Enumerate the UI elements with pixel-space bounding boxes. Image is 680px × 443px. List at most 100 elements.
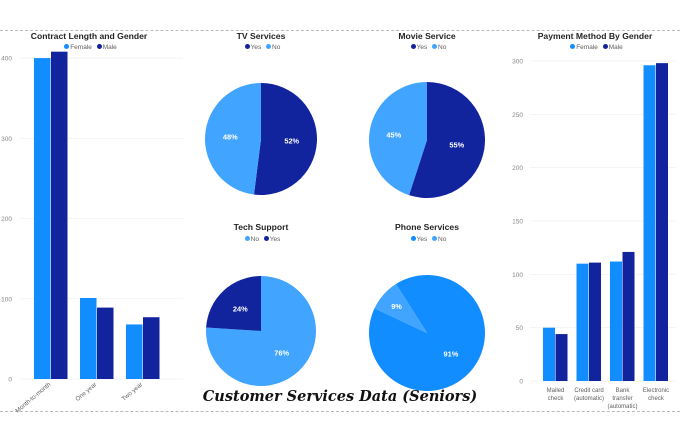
y-tick-label: 100 bbox=[512, 272, 523, 279]
pie-slice-yes bbox=[206, 276, 261, 331]
top-separator bbox=[0, 30, 680, 31]
contract-chart-panel[interactable]: Contract Length and Gender Female Male bbox=[0, 30, 190, 408]
bar-male bbox=[622, 251, 635, 381]
tech-support-panel[interactable]: Tech Support No Yes bbox=[200, 222, 322, 252]
legend-female-label: Female bbox=[576, 44, 598, 51]
legend-male-dot bbox=[602, 44, 608, 49]
bar-female bbox=[576, 263, 589, 381]
legend-yes-dot bbox=[410, 44, 416, 49]
bar-female bbox=[34, 58, 51, 379]
y-tick-label: 200 bbox=[512, 165, 523, 172]
x-tick-label: transfer bbox=[612, 396, 632, 402]
payment-chart-panel[interactable]: Payment Method By Gender Female Male bbox=[510, 30, 680, 60]
pie-slice-yes bbox=[253, 83, 317, 195]
x-tick-label: Credit card bbox=[574, 388, 603, 394]
phone-services-panel[interactable]: Phone Services Yes No bbox=[366, 222, 488, 252]
legend-female-dot bbox=[64, 44, 70, 49]
y-tick-label: 400 bbox=[1, 56, 12, 63]
y-tick-label: 0 bbox=[8, 377, 12, 384]
legend-female-label: Female bbox=[70, 44, 92, 51]
legend-yes-dot bbox=[410, 236, 416, 241]
pie-value-label: 48% bbox=[223, 133, 238, 142]
pie-value-label: 52% bbox=[284, 137, 299, 146]
legend-yes-dot bbox=[263, 236, 269, 241]
legend-no-label: No bbox=[438, 44, 447, 51]
legend-yes-label: Yes bbox=[416, 236, 428, 243]
pie-slice-yes bbox=[368, 275, 485, 391]
contract-chart-legend[interactable]: Female Male bbox=[14, 44, 164, 51]
pie-slice-no bbox=[204, 82, 261, 195]
y-tick-label: 200 bbox=[1, 216, 12, 223]
pie-value-label: 55% bbox=[449, 140, 464, 149]
x-tick-label: Bank bbox=[616, 388, 631, 394]
payment-chart-title: Payment Method By Gender bbox=[537, 31, 653, 41]
y-tick-label: 300 bbox=[1, 136, 12, 143]
y-tick-label: 50 bbox=[516, 325, 524, 332]
legend-male-label: Male bbox=[102, 44, 117, 51]
x-tick-label: Mailed bbox=[547, 388, 565, 394]
pie-slice-yes bbox=[409, 82, 485, 198]
pie-value-label: 45% bbox=[386, 130, 401, 139]
legend-no-label: No bbox=[272, 44, 281, 51]
bar-male bbox=[589, 262, 601, 381]
phone-services-legend[interactable]: Yes No bbox=[366, 236, 488, 243]
legend-male-label: Male bbox=[608, 44, 623, 51]
pie-slice-no bbox=[369, 82, 427, 196]
legend-yes-label: Yes bbox=[416, 44, 428, 51]
bar-female bbox=[80, 297, 97, 379]
payment-bar-chart: 300 250 200 150 100 50 0 Mailed check Credit card… bbox=[512, 59, 676, 410]
bar-female bbox=[543, 327, 555, 381]
legend-no-label: No bbox=[250, 236, 259, 243]
y-tick-label: 300 bbox=[512, 59, 523, 66]
bar-female bbox=[643, 65, 656, 382]
footer-title: Customer Services Data (Seniors) bbox=[202, 388, 478, 405]
bar-male bbox=[555, 334, 568, 381]
tv-services-title: TV Services bbox=[236, 31, 286, 41]
legend-yes-label: Yes bbox=[250, 44, 262, 51]
bottom-separator bbox=[0, 411, 680, 412]
y-tick-label: 0 bbox=[519, 379, 523, 386]
pie-value-label: 91% bbox=[444, 350, 459, 359]
movie-service-panel[interactable]: Movie Service Yes No bbox=[366, 30, 488, 60]
bar-male bbox=[143, 317, 160, 379]
legend-no-dot bbox=[244, 236, 250, 241]
x-tick-label: check bbox=[648, 396, 665, 402]
movie-service-pie: 55% 45% bbox=[369, 82, 485, 198]
y-tick-label: 100 bbox=[1, 296, 12, 303]
legend-no-dot bbox=[432, 236, 438, 241]
bar-male bbox=[51, 51, 68, 379]
y-tick-label: 150 bbox=[512, 219, 523, 226]
movie-service-title: Movie Service bbox=[398, 31, 456, 41]
movie-service-legend[interactable]: Yes No bbox=[366, 44, 488, 51]
legend-no-dot bbox=[432, 44, 438, 49]
legend-no-label: No bbox=[438, 236, 447, 243]
tv-services-legend[interactable]: Yes No bbox=[200, 44, 322, 51]
tech-support-legend[interactable]: No Yes bbox=[200, 236, 322, 243]
tech-support-title: Tech Support bbox=[233, 222, 289, 232]
pie-value-label: 9% bbox=[391, 302, 402, 311]
legend-yes-label: Yes bbox=[269, 236, 281, 243]
tv-services-panel[interactable]: TV Services Yes No bbox=[200, 30, 322, 60]
pie-value-label: 76% bbox=[274, 349, 289, 358]
bar-female bbox=[610, 261, 622, 381]
phone-services-pie: 91% 9% bbox=[368, 275, 485, 391]
bar-male bbox=[97, 307, 114, 379]
x-tick-label: (automatic) bbox=[574, 396, 604, 402]
x-tick-label: (automatic) bbox=[607, 404, 637, 410]
bar-male bbox=[656, 63, 668, 382]
legend-no-dot bbox=[266, 44, 272, 49]
pie-value-label: 24% bbox=[233, 305, 248, 314]
tech-support-pie: 76% 24% bbox=[206, 276, 316, 386]
y-tick-label: 250 bbox=[512, 112, 523, 119]
legend-male-dot bbox=[96, 44, 102, 49]
bar-female bbox=[126, 324, 143, 379]
x-tick-label: Electronic bbox=[643, 388, 669, 394]
contract-chart-title: Contract Length and Gender bbox=[30, 31, 148, 41]
legend-yes-dot bbox=[244, 44, 250, 49]
x-tick-label: check bbox=[548, 396, 565, 402]
legend-female-dot bbox=[570, 44, 576, 49]
payment-chart-legend[interactable]: Female Male bbox=[510, 44, 680, 51]
pie-slice-no bbox=[374, 284, 427, 333]
tv-services-pie: 52% 48% bbox=[204, 82, 317, 195]
